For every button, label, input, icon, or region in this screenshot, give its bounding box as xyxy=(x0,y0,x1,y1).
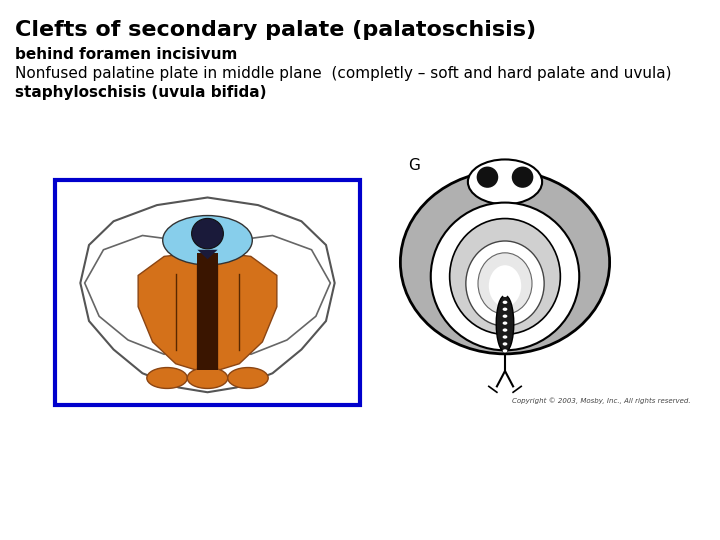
Ellipse shape xyxy=(512,166,534,188)
Ellipse shape xyxy=(478,253,532,314)
Ellipse shape xyxy=(503,335,508,339)
FancyBboxPatch shape xyxy=(55,180,360,405)
Text: Nonfused palatine plate in middle plane  (completly – soft and hard palate and u: Nonfused palatine plate in middle plane … xyxy=(15,66,672,81)
Ellipse shape xyxy=(468,159,542,204)
Ellipse shape xyxy=(163,215,252,265)
Text: Copyright © 2003, Mosby, Inc., All rights reserved.: Copyright © 2003, Mosby, Inc., All right… xyxy=(512,397,690,404)
Text: Clefts of secondary palate (palatoschisis): Clefts of secondary palate (palatoschisi… xyxy=(15,20,536,40)
Ellipse shape xyxy=(503,328,508,332)
Ellipse shape xyxy=(400,171,610,354)
Polygon shape xyxy=(197,253,217,370)
Ellipse shape xyxy=(503,349,508,353)
Ellipse shape xyxy=(503,342,508,346)
Ellipse shape xyxy=(466,241,544,326)
Ellipse shape xyxy=(192,218,223,249)
Ellipse shape xyxy=(503,294,508,297)
Polygon shape xyxy=(81,198,335,392)
Ellipse shape xyxy=(147,368,187,388)
Ellipse shape xyxy=(503,301,508,304)
Ellipse shape xyxy=(503,308,508,311)
Polygon shape xyxy=(217,253,277,370)
Ellipse shape xyxy=(496,295,514,352)
Polygon shape xyxy=(138,253,197,370)
Ellipse shape xyxy=(228,368,268,388)
Polygon shape xyxy=(222,235,330,354)
Text: G: G xyxy=(408,158,420,173)
Ellipse shape xyxy=(477,166,498,188)
Ellipse shape xyxy=(450,219,560,334)
Ellipse shape xyxy=(187,368,228,388)
Ellipse shape xyxy=(489,265,521,307)
Ellipse shape xyxy=(503,314,508,318)
Text: staphyloschisis (uvula bifida): staphyloschisis (uvula bifida) xyxy=(15,85,266,100)
Ellipse shape xyxy=(431,202,580,350)
Polygon shape xyxy=(197,249,217,259)
Ellipse shape xyxy=(503,321,508,325)
Text: behind foramen incisivum: behind foramen incisivum xyxy=(15,47,238,62)
Polygon shape xyxy=(85,235,193,354)
